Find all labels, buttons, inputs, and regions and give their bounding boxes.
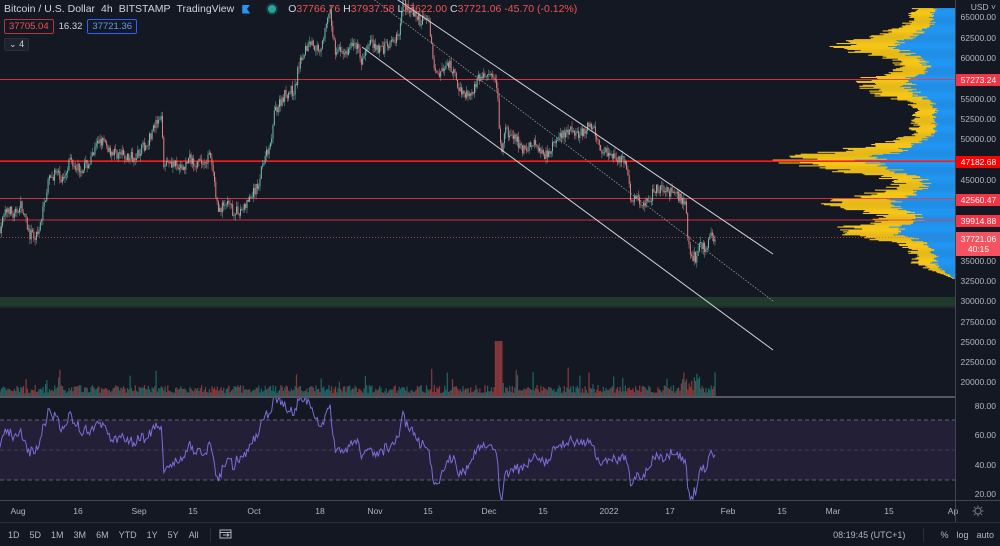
bar-countdown: 40:15: [967, 244, 990, 254]
channel-middle-line[interactable]: [372, 0, 774, 302]
chevron-down-icon: ⌄: [9, 39, 17, 49]
low-value: 37622.00: [403, 3, 448, 15]
date-range-buttons: 1D 5D 1M 3M 6M YTD 1Y 5Y All: [0, 530, 204, 540]
clock-timezone[interactable]: 08:19:45 (UTC+1): [833, 529, 906, 540]
candlestick-series: [0, 0, 716, 268]
flag-icon[interactable]: [242, 4, 251, 14]
time-tick: Sep: [131, 506, 147, 516]
high-value: 37937.58: [350, 3, 395, 15]
exchange: BITSTAMP: [118, 3, 171, 15]
range-button-1y[interactable]: 1Y: [146, 529, 158, 540]
rsi-axis[interactable]: 80.00 60.00 40.00 20.00: [955, 397, 1000, 500]
time-tick: 15: [884, 506, 894, 516]
price-tick: 25000.00: [960, 337, 996, 347]
gear-icon: [972, 505, 984, 517]
price-tick: 30000.00: [960, 296, 996, 306]
chart-canvas[interactable]: [0, 0, 955, 500]
range-button-1m[interactable]: 1M: [51, 529, 64, 540]
time-tick: 18: [315, 506, 325, 516]
range-button-5y[interactable]: 5Y: [167, 529, 179, 540]
ohlc-values: O37766.76 H37937.58 L37622.00 C37721.06 …: [288, 3, 578, 15]
price-tick: 22500.00: [960, 357, 996, 367]
current-price: 37721.06: [960, 234, 997, 244]
log-scale-toggle[interactable]: log: [956, 529, 969, 540]
open-value: 37766.76: [296, 3, 341, 15]
time-tick: Feb: [720, 506, 736, 516]
time-tick: 15: [538, 506, 548, 516]
time-tick: 17: [665, 506, 675, 516]
price-tick: 32500.00: [960, 276, 996, 286]
price-tick: 55000.00: [960, 94, 996, 104]
channel-upper-line[interactable]: [395, 0, 774, 255]
level-price-label: 47182.68: [956, 156, 1000, 168]
range-button-ytd[interactable]: YTD: [118, 529, 137, 540]
rsi-tick: 20.00: [974, 489, 996, 499]
time-tick: Aug: [10, 506, 26, 516]
close-value: 37721.06: [457, 3, 502, 15]
spread-value: 16.32: [58, 21, 83, 32]
price-tick: 35000.00: [960, 256, 996, 266]
level-price-label: 39914.88: [956, 215, 1000, 227]
price-axis[interactable]: USD ˅ 65000.00 62500.00 60000.00 55000.00 52…: [955, 0, 1000, 500]
bottom-toolbar: 1D 5D 1M 3M 6M YTD 1Y 5Y All 08:19:45 (UTC+1) % …: [0, 522, 1000, 546]
rsi-tick: 60.00: [974, 430, 996, 440]
percent-scale-toggle[interactable]: %: [940, 529, 949, 540]
range-button-3m[interactable]: 3M: [73, 529, 87, 540]
symbol-name[interactable]: Bitcoin / U.S. Dollar: [4, 3, 96, 15]
volume-profile: [772, 8, 955, 280]
time-tick: 2022: [599, 506, 619, 516]
change-value: -45.70 (-0.12%): [504, 3, 578, 15]
price-tick: 60000.00: [960, 53, 996, 63]
price-tick: 45000.00: [960, 175, 996, 185]
date-range-icon[interactable]: [219, 528, 233, 542]
time-tick: 15: [423, 506, 433, 516]
channel-lower-line[interactable]: [361, 46, 774, 351]
divider: [209, 527, 211, 542]
range-button-all[interactable]: All: [188, 529, 199, 540]
time-tick: Ap: [947, 506, 959, 516]
level-price-label: 57273.24: [956, 74, 1000, 86]
bid-ask-panel: 37705.04 16.32 37721.36: [4, 19, 138, 34]
time-tick: Mar: [825, 506, 841, 516]
indicators-count: 4: [19, 39, 25, 49]
price-tick: 27500.00: [960, 317, 996, 327]
range-button-5d[interactable]: 5D: [29, 529, 42, 540]
rsi-tick: 40.00: [974, 460, 996, 470]
range-button-1d[interactable]: 1D: [8, 529, 20, 540]
time-tick: 15: [777, 506, 787, 516]
horizontal-levels: [0, 79, 955, 239]
price-tick: 52500.00: [960, 114, 996, 124]
rsi-pane: [0, 398, 955, 500]
market-status-icon[interactable]: [268, 5, 277, 13]
price-tick: 62500.00: [960, 33, 996, 43]
buy-button[interactable]: 37721.36: [87, 19, 138, 34]
rsi-line: [0, 398, 716, 500]
price-tick: 65000.00: [960, 12, 996, 22]
volume-bars: [0, 341, 716, 396]
chart-legend[interactable]: Bitcoin / U.S. Dollar 4h BITSTAMP Tradin…: [4, 3, 577, 15]
indicators-toggle-button[interactable]: ⌄ 4: [4, 38, 30, 51]
price-tick: 50000.00: [960, 134, 996, 144]
current-price-label: 37721.06 40:15: [956, 232, 1000, 256]
time-tick: Oct: [247, 506, 261, 516]
time-tick: 16: [73, 506, 83, 516]
range-button-6m[interactable]: 6M: [96, 529, 109, 540]
support-zone: [0, 297, 955, 306]
settings-button[interactable]: [955, 500, 1000, 522]
price-tick: 20000.00: [960, 377, 996, 387]
divider: [923, 527, 925, 542]
currency-selector[interactable]: USD ˅: [970, 2, 996, 12]
time-tick: Nov: [367, 506, 383, 516]
time-axis[interactable]: Aug 16 Sep 15 Oct 18 Nov 15 Dec 15 2022 17 Feb 15 Mar 1…: [0, 500, 1000, 522]
descending-channel[interactable]: [361, 0, 774, 351]
time-tick: 15: [188, 506, 198, 516]
level-price-label: 42560.47: [956, 194, 1000, 206]
auto-scale-toggle[interactable]: auto: [976, 529, 994, 540]
time-tick: Dec: [481, 506, 497, 516]
data-provider: TradingView: [176, 3, 235, 15]
rsi-tick: 80.00: [974, 401, 996, 411]
interval[interactable]: 4h: [101, 3, 113, 15]
sell-button[interactable]: 37705.04: [4, 19, 54, 34]
